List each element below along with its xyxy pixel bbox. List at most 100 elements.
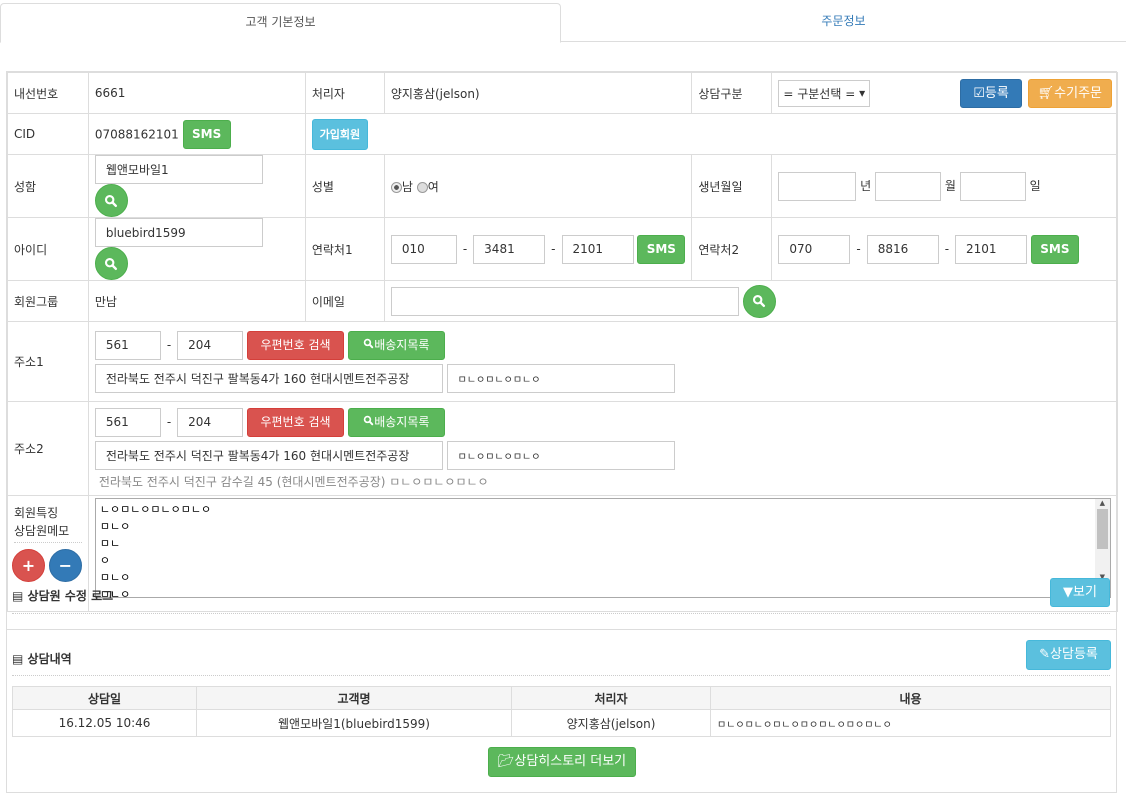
dash: - xyxy=(551,242,556,256)
remove-memo-button[interactable]: − xyxy=(48,549,82,582)
cid-value: 07088162101 xyxy=(94,127,179,141)
name-label: 성함 xyxy=(7,154,89,218)
id-search-button[interactable] xyxy=(94,247,128,280)
addr2-zip2[interactable] xyxy=(177,407,244,437)
log-title: 상담원 수정 로그 xyxy=(27,589,114,603)
phone2-part3[interactable] xyxy=(955,234,1028,264)
group-value: 만남 xyxy=(87,280,306,322)
customer-form: 내선번호 6661 처리자 양지홍삼(jelson) 상담구분 = 구분선택 =… xyxy=(7,72,1118,612)
log-view-label: 보기 xyxy=(1073,585,1097,600)
id-label: 아이디 xyxy=(7,217,89,281)
phone1-part2[interactable] xyxy=(473,234,546,264)
manual-order-button[interactable]: 🛒︎수기주문 xyxy=(1027,79,1112,108)
tab-customer-info[interactable]: 고객 기본정보 xyxy=(0,3,561,43)
member-button[interactable]: 가입회원 xyxy=(311,118,368,150)
consult-type-select[interactable]: = 구분선택 = ▾ xyxy=(778,79,871,107)
dash: - xyxy=(462,242,468,256)
memo-scrollbar[interactable]: ▲ ▼ xyxy=(1094,499,1110,581)
addr1-zip-search-button[interactable]: 우편번호 검색 xyxy=(247,330,344,360)
addr2-main-input[interactable] xyxy=(94,440,443,470)
addr1-zip2[interactable] xyxy=(177,330,244,360)
col-header: 내용 xyxy=(710,686,1111,710)
type-label: 상담구분 xyxy=(691,72,773,114)
email-label: 이메일 xyxy=(304,280,385,322)
phone1-part3[interactable] xyxy=(561,234,634,264)
addr1-ship-list-button[interactable]: 배송지목록 xyxy=(347,330,445,360)
name-search-button[interactable] xyxy=(94,184,128,217)
phone1-sms-button[interactable]: SMS xyxy=(637,234,686,264)
memo-label-features: 회원특징 xyxy=(14,506,59,520)
caret-down-icon: ▼ xyxy=(1063,585,1074,600)
day-label: 일 xyxy=(1029,178,1041,193)
addr2-ship-list-button[interactable]: 배송지목록 xyxy=(347,407,445,437)
select-value: = 구분선택 = xyxy=(783,86,856,101)
divider xyxy=(12,613,1110,614)
cell-customer: 웹앤모바일1(bluebird1599) xyxy=(196,709,512,737)
cid-sms-button[interactable]: SMS xyxy=(182,119,231,149)
history-table: 상담일 고객명 처리자 내용 16.12.05 10:46 웹앤모바일1(blu… xyxy=(12,686,1111,737)
phone2-sms-button[interactable]: SMS xyxy=(1030,234,1079,264)
addr2-zip1[interactable] xyxy=(94,407,161,437)
gender-male-radio[interactable] xyxy=(390,181,402,193)
gender-female-radio[interactable] xyxy=(416,181,428,193)
folder-open-icon: 📂︎ xyxy=(497,754,515,769)
history-header-row: 상담일 고객명 처리자 내용 xyxy=(12,686,1111,710)
birth-label: 생년월일 xyxy=(691,154,773,218)
addr1-detail-input[interactable] xyxy=(446,363,675,393)
minus-icon: − xyxy=(58,556,73,575)
divider xyxy=(12,675,1110,676)
history-more-button[interactable]: 📂︎상담히스토리 더보기 xyxy=(488,747,636,777)
ship-list-label: 배송지목록 xyxy=(374,337,430,352)
name-input[interactable] xyxy=(94,155,263,184)
phone1-part1[interactable] xyxy=(390,234,457,264)
search-icon xyxy=(363,415,374,426)
history-more-label: 상담히스토리 더보기 xyxy=(514,754,627,769)
ext-value: 6661 xyxy=(87,72,306,114)
birth-day-input[interactable] xyxy=(959,171,1026,201)
birth-month-input[interactable] xyxy=(875,171,942,201)
addr1-main-input[interactable] xyxy=(94,363,443,393)
register-label: 등록 xyxy=(984,86,1009,101)
table-row[interactable]: 16.12.05 10:46 웹앤모바일1(bluebird1599) 양지홍삼… xyxy=(12,709,1111,737)
dash: - xyxy=(944,242,950,256)
add-memo-button[interactable]: + xyxy=(12,549,45,582)
list-icon: ▤ xyxy=(12,589,24,603)
dash: - xyxy=(166,415,172,429)
birth-year-input[interactable] xyxy=(778,171,857,201)
dash: - xyxy=(166,338,172,352)
history-register-button[interactable]: ✎상담등록 xyxy=(1026,640,1111,670)
col-header: 상담일 xyxy=(12,686,197,710)
addr2-label: 주소2 xyxy=(7,401,89,496)
cell-handler: 양지홍삼(jelson) xyxy=(511,709,711,737)
history-register-label: 상담등록 xyxy=(1050,647,1098,662)
tab-order-info[interactable]: 주문정보 xyxy=(821,14,866,28)
memo-textarea[interactable]: ㄴㅇㅁㄴㅇㅁㄴㅇㅁㄴㅇ ㅁㄴㅇ ㅁㄴ ㅇ ㅁㄴㅇ ㅁㄴㅇ xyxy=(94,498,1111,598)
pencil-icon: ✎ xyxy=(1039,647,1051,662)
list-icon: ▤ xyxy=(12,652,24,666)
scroll-up-icon: ▲ xyxy=(1099,499,1106,507)
gender-male-label: 남 xyxy=(401,179,413,194)
log-section-title: ▤ 상담원 수정 로그 xyxy=(12,587,113,604)
phone2-part1[interactable] xyxy=(778,234,851,264)
addr2-detail-input[interactable] xyxy=(446,440,675,470)
ship-list-label: 배송지목록 xyxy=(374,414,430,429)
email-input[interactable] xyxy=(390,286,739,316)
search-icon xyxy=(104,257,118,271)
id-input[interactable] xyxy=(94,218,263,247)
history-section-title: ▤ 상담내역 xyxy=(12,650,72,667)
group-label: 회원그룹 xyxy=(7,280,89,322)
scroll-thumb[interactable] xyxy=(1096,509,1108,549)
search-icon xyxy=(104,194,118,208)
addr1-zip1[interactable] xyxy=(94,330,161,360)
email-search-button[interactable] xyxy=(742,284,776,318)
phone2-part2[interactable] xyxy=(866,234,939,264)
log-view-button[interactable]: ▼보기 xyxy=(1050,578,1110,607)
handler-label: 처리자 xyxy=(304,72,385,114)
addr1-label: 주소1 xyxy=(7,321,89,402)
addr2-zip-search-button[interactable]: 우편번호 검색 xyxy=(247,407,344,437)
tab-bar: 고객 기본정보 주문정보 xyxy=(0,0,1126,43)
dropdown-arrow-icon: ▾ xyxy=(859,86,866,100)
register-button[interactable]: ☑등록 xyxy=(960,79,1022,108)
gender-label: 성별 xyxy=(304,154,385,218)
search-icon xyxy=(363,338,374,349)
